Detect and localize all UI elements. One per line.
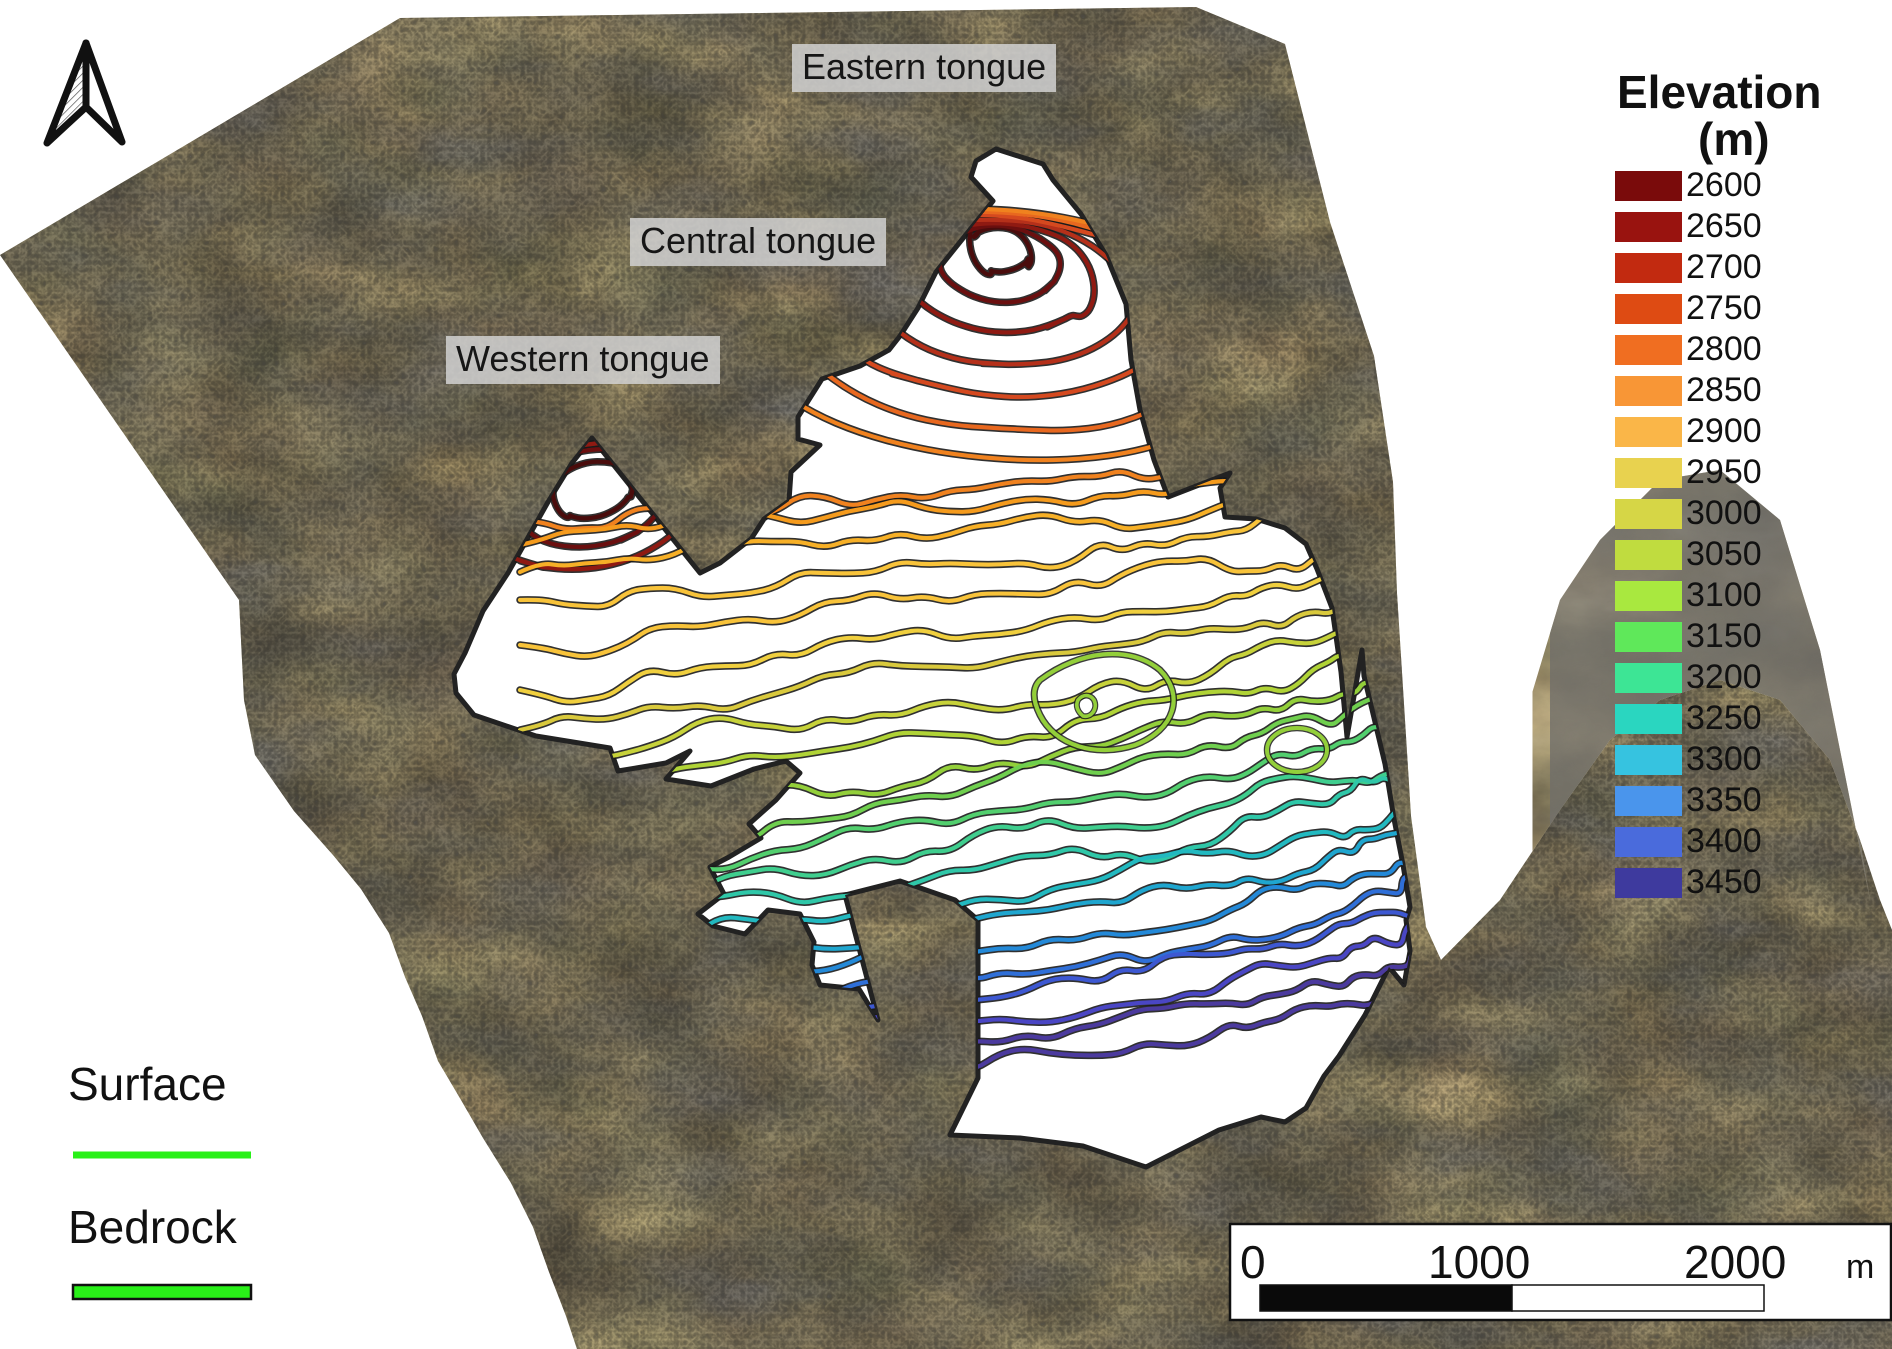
svg-text:3450: 3450 [1686, 863, 1762, 901]
svg-text:3300: 3300 [1686, 740, 1762, 778]
svg-text:2800: 2800 [1686, 330, 1762, 368]
svg-text:2850: 2850 [1686, 371, 1762, 409]
svg-text:(m): (m) [1698, 113, 1770, 165]
svg-text:3400: 3400 [1686, 822, 1762, 860]
svg-text:3100: 3100 [1686, 576, 1762, 614]
svg-text:2750: 2750 [1686, 289, 1762, 327]
svg-text:3050: 3050 [1686, 535, 1762, 573]
svg-text:3150: 3150 [1686, 617, 1762, 655]
svg-text:3350: 3350 [1686, 781, 1762, 819]
svg-text:2700: 2700 [1686, 248, 1762, 286]
svg-text:Elevation: Elevation [1617, 66, 1822, 118]
svg-text:3000: 3000 [1686, 494, 1762, 532]
svg-text:2600: 2600 [1686, 166, 1762, 204]
svg-text:2950: 2950 [1686, 453, 1762, 491]
svg-text:3200: 3200 [1686, 658, 1762, 696]
svg-text:2650: 2650 [1686, 207, 1762, 245]
svg-text:3250: 3250 [1686, 699, 1762, 737]
svg-text:2900: 2900 [1686, 412, 1762, 450]
